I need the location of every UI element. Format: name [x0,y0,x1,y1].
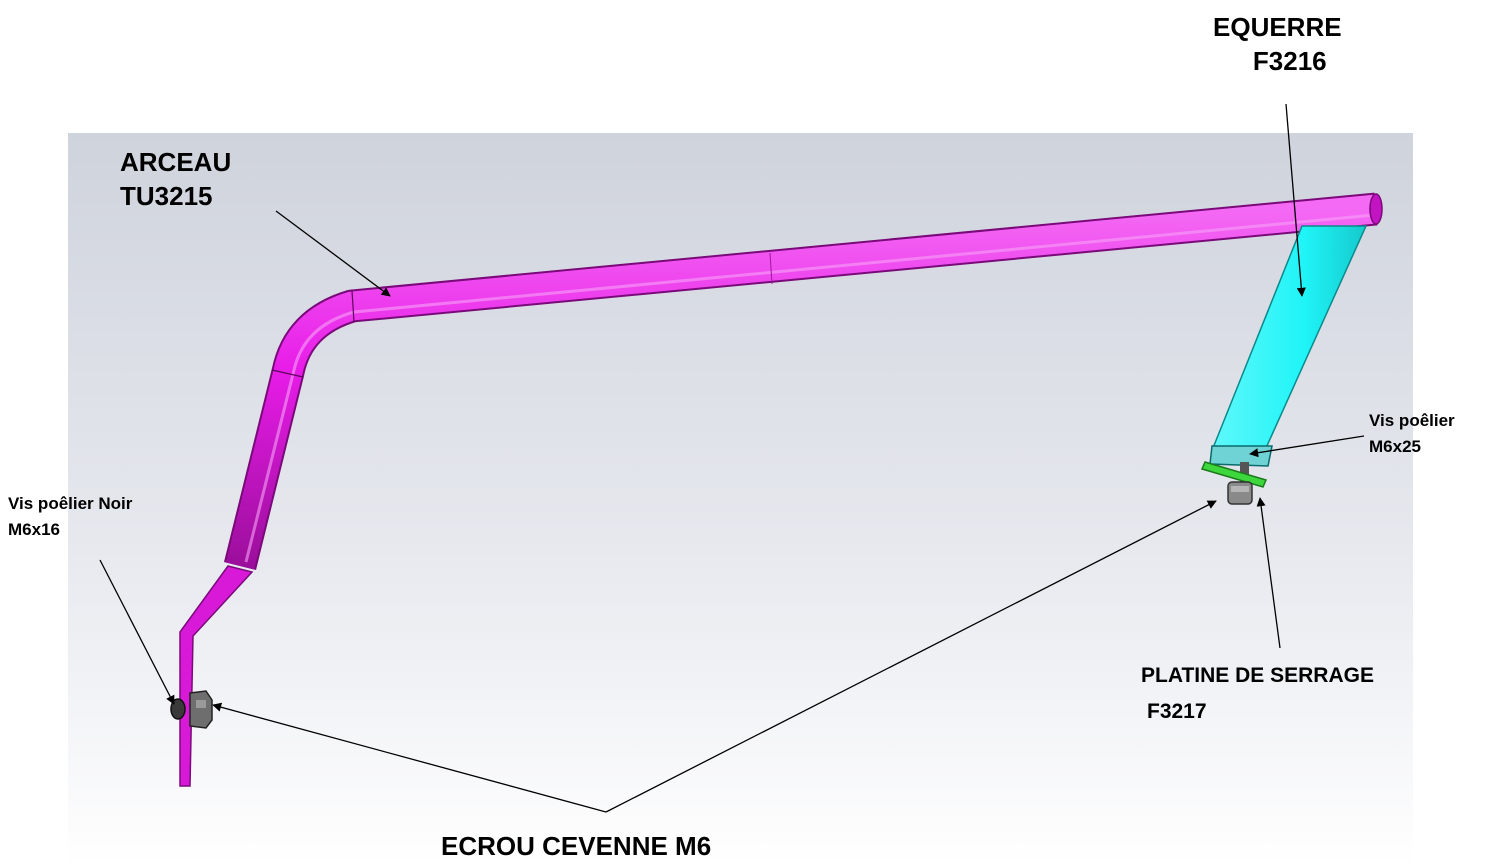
label-platine-name: PLATINE DE SERRAGE [1141,664,1374,687]
leader-lines [99,103,1365,813]
right-hardware [1200,461,1268,505]
leader-vis-noir [99,559,175,705]
label-ecrou-name: ECROU CEVENNE M6 [441,831,712,861]
label-arceau: ARCEAU TU3215 [120,145,231,213]
left-hardware [170,690,213,729]
label-equerre-name: EQUERRE [1213,12,1342,42]
label-arceau-ref: TU3215 [120,181,213,211]
label-vis-right: Vis poêlier M6x25 [1369,408,1455,460]
label-vis-noir: Vis poêlier Noir M6x16 [8,491,132,543]
leader-equerre [1285,103,1306,297]
label-vis-noir-ref: M6x16 [8,520,60,539]
leader-ecrou-right [605,500,1217,813]
label-vis-noir-name: Vis poêlier Noir [8,494,133,513]
label-platine-ref: F3217 [1147,700,1207,723]
label-vis-right-name: Vis poêlier [1369,411,1455,430]
leader-arceau [275,210,391,297]
arceau-tube [179,192,1383,787]
label-ecrou: ECROU CEVENNE M6 [441,829,711,863]
leader-ecrou-left [212,702,607,813]
label-arceau-name: ARCEAU [120,147,232,177]
leader-vis-right [1249,435,1365,458]
leader-platine [1256,497,1281,649]
label-equerre-ref: F3216 [1252,46,1327,76]
label-platine: PLATINE DE SERRAGE F3217 [1141,661,1374,727]
label-vis-right-ref: M6x25 [1369,437,1421,456]
label-equerre: EQUERRE F3216 [1213,10,1342,78]
